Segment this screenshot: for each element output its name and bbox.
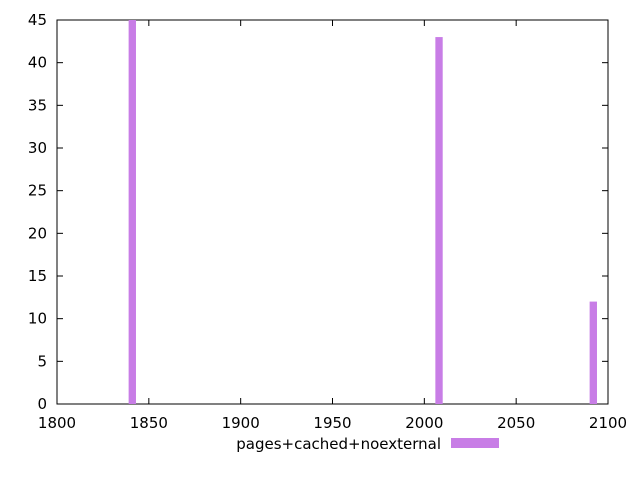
x-axis-ticks: 1800 1850 1900 1950 2000 2050 2100 (38, 20, 627, 432)
y-tick-label: 45 (28, 11, 47, 29)
y-axis-ticks: 0 5 10 15 20 25 30 35 40 45 (28, 11, 608, 413)
y-tick-label: 30 (28, 139, 47, 157)
x-tick-label: 2000 (405, 414, 443, 432)
y-tick-label: 35 (28, 96, 47, 114)
bar-2008 (435, 37, 443, 405)
legend-swatch (451, 438, 499, 448)
plot-frame (56, 19, 609, 405)
y-tick-label: 0 (37, 395, 47, 413)
y-tick-label: 25 (28, 182, 47, 200)
y-tick-label: 15 (28, 267, 47, 285)
y-tick-label: 5 (37, 352, 47, 370)
y-tick-label: 40 (28, 54, 47, 72)
bar-2092 (589, 301, 597, 404)
y-tick-label: 20 (28, 224, 47, 242)
x-tick-label: 1850 (130, 414, 168, 432)
bars-group (128, 20, 597, 405)
legend: pages+cached+noexternal (236, 435, 499, 453)
x-tick-label: 2100 (589, 414, 627, 432)
legend-label: pages+cached+noexternal (236, 435, 441, 453)
x-tick-label: 1950 (313, 414, 351, 432)
x-tick-label: 1800 (38, 414, 76, 432)
bar-1841 (128, 20, 136, 404)
x-tick-label: 2050 (497, 414, 535, 432)
y-tick-label: 10 (28, 310, 47, 328)
x-tick-label: 1900 (222, 414, 260, 432)
